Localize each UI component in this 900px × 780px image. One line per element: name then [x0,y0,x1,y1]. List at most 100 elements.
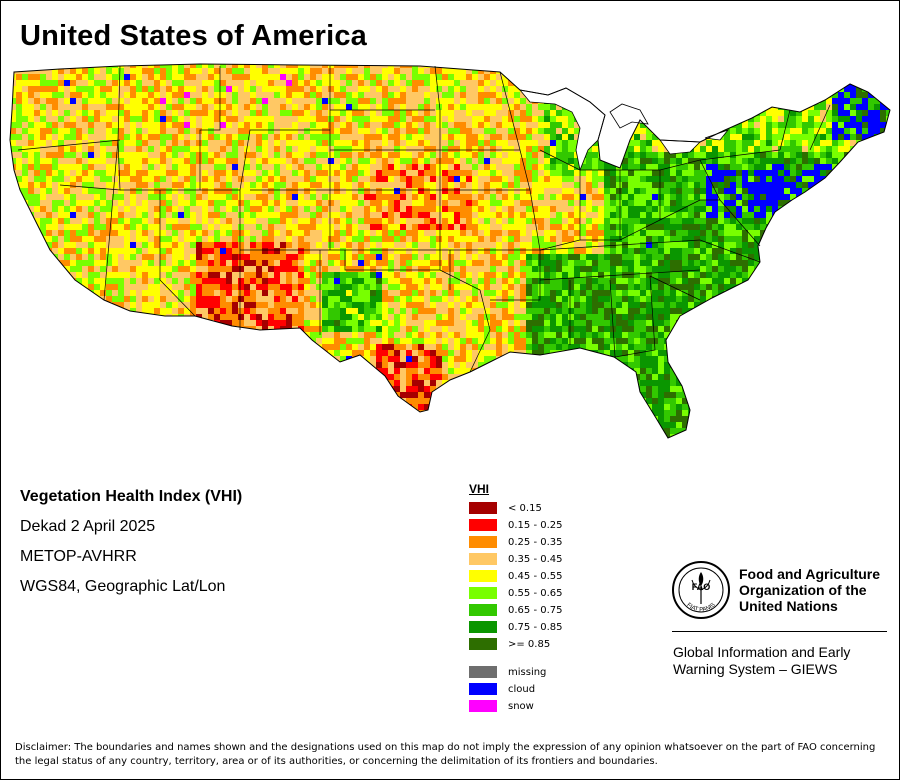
vhi-pixel [208,98,214,104]
vhi-pixel [148,290,154,296]
vhi-pixel [340,338,346,344]
vhi-pixel [298,380,304,386]
vhi-pixel [214,194,220,200]
vhi-pixel [262,110,268,116]
vhi-pixel [52,152,58,158]
vhi-pixel [10,230,16,236]
vhi-pixel [112,416,118,422]
vhi-pixel [202,218,208,224]
vhi-pixel [394,74,400,80]
vhi-pixel [406,254,412,260]
vhi-pixel [358,272,364,278]
vhi-pixel [226,224,232,230]
vhi-pixel [172,290,178,296]
vhi-pixel [406,296,412,302]
vhi-pixel [46,236,52,242]
vhi-pixel [280,296,286,302]
vhi-pixel [394,272,400,278]
vhi-pixel [328,158,334,164]
vhi-pixel [328,422,334,428]
vhi-pixel [142,86,148,92]
vhi-pixel [214,116,220,122]
vhi-pixel [82,392,88,398]
vhi-pixel [442,176,448,182]
vhi-pixel [214,386,220,392]
vhi-pixel [400,170,406,176]
vhi-pixel [298,224,304,230]
vhi-pixel [190,386,196,392]
vhi-pixel [244,392,250,398]
vhi-pixel [346,122,352,128]
vhi-pixel [430,158,436,164]
vhi-pixel [64,254,70,260]
vhi-pixel [226,320,232,326]
vhi-pixel [418,224,424,230]
vhi-pixel [226,74,232,80]
vhi-pixel [292,290,298,296]
vhi-pixel [130,230,136,236]
vhi-pixel [136,386,142,392]
vhi-pixel [460,314,466,320]
vhi-pixel [244,104,250,110]
vhi-pixel [238,68,244,74]
vhi-pixel [454,206,460,212]
vhi-pixel [118,248,124,254]
vhi-pixel [406,320,412,326]
vhi-pixel [256,236,262,242]
vhi-pixel [196,128,202,134]
vhi-pixel [40,146,46,152]
vhi-pixel [148,164,154,170]
vhi-pixel [370,170,376,176]
vhi-pixel [136,428,142,434]
vhi-pixel [130,374,136,380]
vhi-pixel [142,68,148,74]
vhi-pixel [388,158,394,164]
vhi-pixel [118,428,124,434]
vhi-pixel [274,260,280,266]
vhi-pixel [190,368,196,374]
vhi-pixel [178,230,184,236]
vhi-pixel [328,386,334,392]
vhi-pixel [226,422,232,428]
vhi-pixel [226,128,232,134]
vhi-pixel [466,434,472,438]
vhi-pixel [376,92,382,98]
vhi-pixel [196,194,202,200]
vhi-pixel [58,64,64,68]
vhi-pixel [178,188,184,194]
vhi-pixel [340,416,346,422]
vhi-pixel [322,266,328,272]
vhi-pixel [148,152,154,158]
vhi-pixel [172,266,178,272]
vhi-pixel [268,194,274,200]
vhi-pixel [274,182,280,188]
vhi-pixel [94,422,100,428]
vhi-pixel [334,110,340,116]
vhi-pixel [100,104,106,110]
vhi-pixel [406,392,412,398]
vhi-pixel [196,290,202,296]
vhi-pixel [382,338,388,344]
vhi-pixel [388,392,394,398]
vhi-pixel [448,368,454,374]
vhi-pixel [202,116,208,122]
vhi-pixel [334,350,340,356]
vhi-pixel [100,362,106,368]
vhi-pixel [436,224,442,230]
vhi-pixel [40,218,46,224]
vhi-pixel [394,236,400,242]
vhi-pixel [94,278,100,284]
vhi-pixel [430,344,436,350]
vhi-pixel [352,254,358,260]
vhi-pixel [148,116,154,122]
vhi-pixel [274,362,280,368]
vhi-pixel [286,146,292,152]
vhi-pixel [208,302,214,308]
vhi-pixel [250,260,256,266]
vhi-pixel [286,188,292,194]
vhi-pixel [208,434,214,438]
vhi-pixel [88,152,94,158]
vhi-pixel [214,104,220,110]
vhi-pixel [238,194,244,200]
vhi-pixel [118,344,124,350]
